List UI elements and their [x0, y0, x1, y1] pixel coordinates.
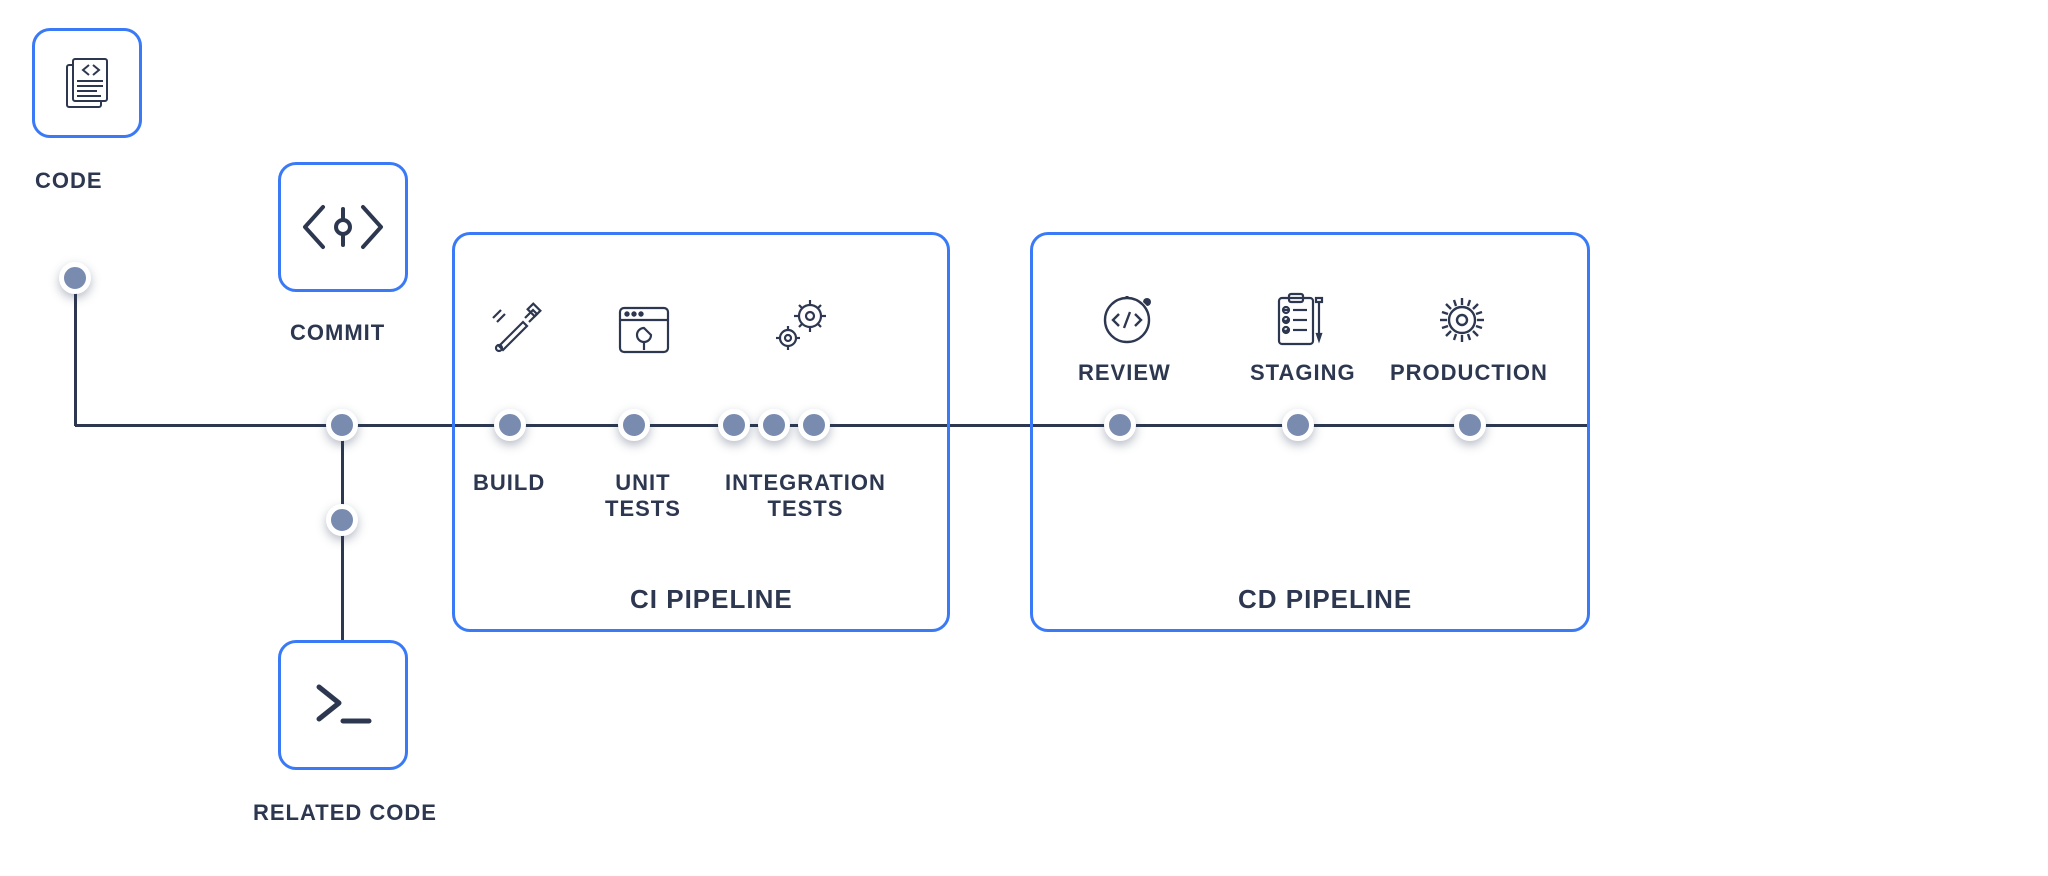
pipeline-node-dot: [618, 409, 650, 441]
clipboard-icon: [1271, 288, 1331, 352]
integration-tests-label: INTEGRATION TESTS: [725, 470, 886, 523]
pipeline-node-dot: [798, 409, 830, 441]
ci-pipeline-title: CI PIPELINE: [630, 584, 793, 615]
pipeline-node-dot: [718, 409, 750, 441]
tools-icon: [485, 300, 545, 360]
production-label: PRODUCTION: [1390, 360, 1548, 386]
document-code-icon: [55, 51, 119, 115]
build-label: BUILD: [473, 470, 545, 496]
ci-pipeline-box: [452, 232, 950, 632]
pipeline-node-dot: [494, 409, 526, 441]
commit-card: [278, 162, 408, 292]
cicd-pipeline-diagram: CODE COMMIT RELATED CODE: [0, 0, 2048, 876]
browser-wrench-icon: [614, 300, 674, 360]
staging-label: STAGING: [1250, 360, 1356, 386]
unit-tests-label: UNIT TESTS: [605, 470, 681, 523]
pipeline-node-dot: [758, 409, 790, 441]
related-code-card: [278, 640, 408, 770]
related-code-label: RELATED CODE: [253, 800, 437, 826]
pipeline-node-dot: [1104, 409, 1136, 441]
review-label: REVIEW: [1078, 360, 1171, 386]
terminal-icon: [307, 677, 379, 733]
gear-icon: [1430, 288, 1494, 352]
pipeline-node-dot: [1454, 409, 1486, 441]
connector-line: [455, 424, 947, 427]
commit-label: COMMIT: [290, 320, 385, 346]
pipeline-node-dot: [59, 262, 91, 294]
gears-icon: [770, 294, 836, 360]
review-code-icon: [1095, 288, 1159, 352]
pipeline-node-dot: [1282, 409, 1314, 441]
cd-pipeline-title: CD PIPELINE: [1238, 584, 1412, 615]
connector-line: [74, 278, 77, 426]
pipeline-node-dot: [326, 504, 358, 536]
commit-brackets-icon: [299, 199, 387, 255]
pipeline-node-dot: [326, 409, 358, 441]
code-card: [32, 28, 142, 138]
code-label: CODE: [35, 168, 103, 194]
